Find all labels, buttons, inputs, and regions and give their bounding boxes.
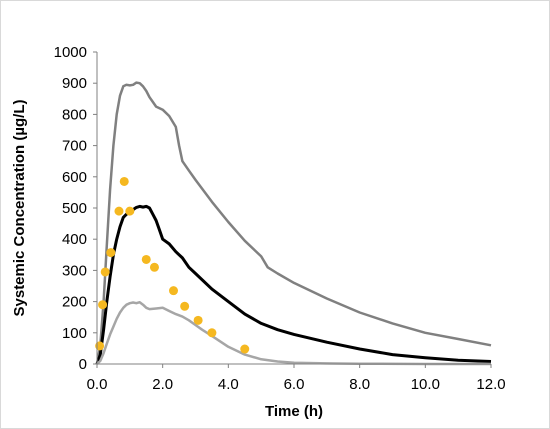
- x-tick-label: 2.0: [152, 376, 173, 393]
- y-tick-label: 0: [79, 356, 87, 373]
- observed-point-1: [98, 300, 108, 310]
- y-tick-label: 800: [62, 106, 87, 123]
- series-line-0: [95, 81, 492, 365]
- y-tick-label: 200: [62, 294, 87, 311]
- y-tick-label: 700: [62, 138, 87, 155]
- observed-point-13: [240, 344, 250, 354]
- tick-labels: 0 100 200 300 400 500 600 700 800 900 1000 0.0 2.0 4.…: [54, 44, 506, 393]
- observed-point-5: [119, 176, 129, 186]
- observed-point-12: [207, 328, 217, 338]
- observed-point-6: [125, 206, 135, 216]
- y-tick-label: 1000: [54, 44, 87, 61]
- series-line-2: [96, 300, 491, 366]
- observed-point-9: [169, 286, 179, 296]
- observed-point-8: [149, 262, 159, 272]
- y-tick-label: 600: [62, 169, 87, 186]
- x-tick-label: 0.0: [87, 376, 108, 393]
- y-tick-label: 900: [62, 75, 87, 92]
- observed-point-7: [141, 254, 151, 264]
- observed-point-0: [95, 341, 105, 351]
- y-tick-label: 400: [62, 231, 87, 248]
- y-axis-title: Systemic Concentration (µg/L): [11, 99, 28, 316]
- x-axis-title: Time (h): [265, 403, 323, 420]
- x-tick-label: 10.0: [411, 376, 440, 393]
- observed-point-3: [106, 248, 116, 258]
- x-tick-label: 12.0: [476, 376, 505, 393]
- observed-point-4: [114, 206, 124, 216]
- observed-point-10: [180, 301, 190, 311]
- plot-lines: [95, 81, 492, 366]
- series-line-1: [95, 204, 492, 365]
- y-tick-label: 300: [62, 262, 87, 279]
- x-tick-label: 8.0: [349, 376, 370, 393]
- observed-point-2: [100, 267, 110, 277]
- y-tick-label: 500: [62, 200, 87, 217]
- plot-points: [95, 176, 250, 354]
- x-tick-label: 6.0: [284, 376, 305, 393]
- axes: [93, 51, 492, 368]
- y-tick-label: 100: [62, 325, 87, 342]
- x-tick-label: 4.0: [218, 376, 239, 393]
- observed-point-11: [193, 315, 203, 325]
